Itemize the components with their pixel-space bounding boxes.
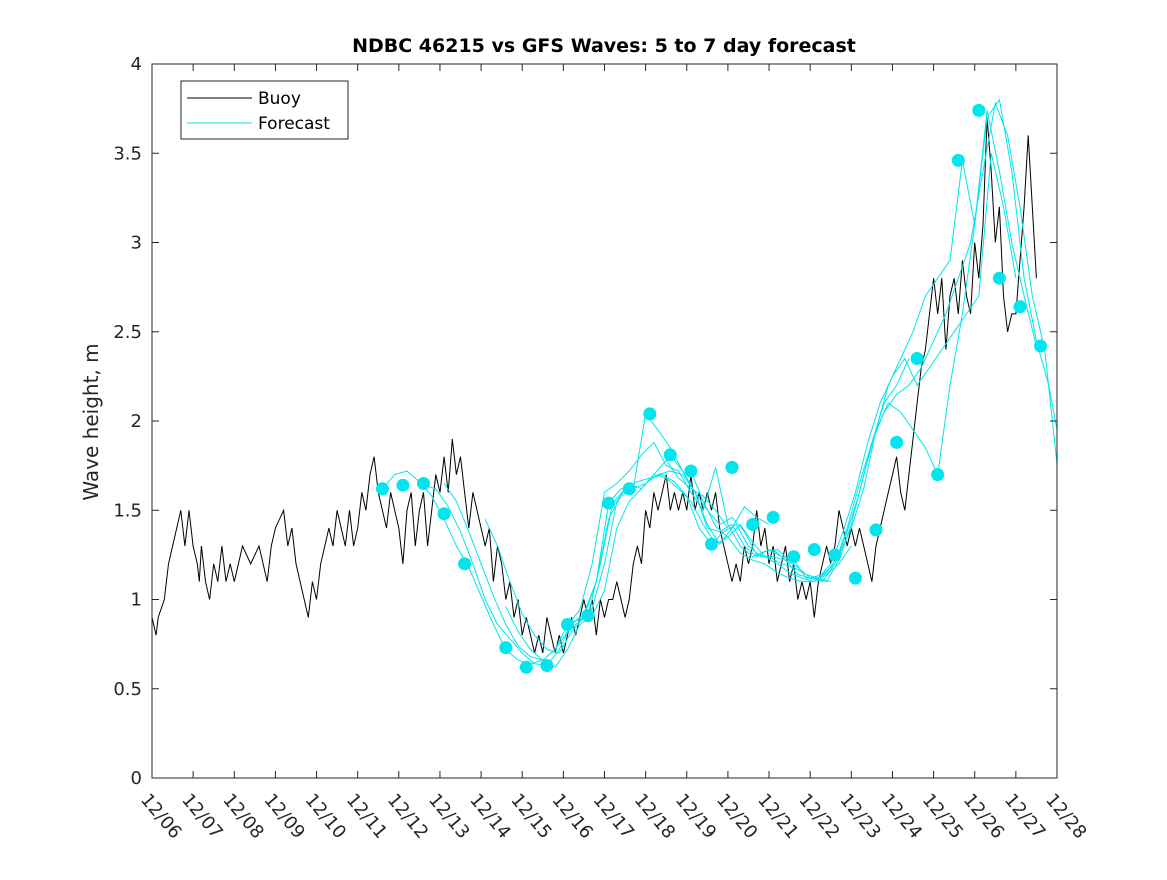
- buoy-series-line: [151, 117, 1037, 654]
- forecast-marker-27: [931, 468, 945, 482]
- forecast-marker-23: [848, 571, 862, 585]
- y-axis-label: Wave height, m: [79, 343, 103, 500]
- forecast-marker-20: [787, 550, 801, 564]
- forecast-marker-24: [869, 523, 883, 537]
- y-tick-label: 2.5: [113, 322, 142, 343]
- y-tick-label: 1: [131, 590, 142, 611]
- chart-title: NDBC 46215 vs GFS Waves: 5 to 7 day fore…: [352, 35, 856, 57]
- forecast-marker-22: [828, 548, 842, 562]
- forecast-marker-31: [1013, 300, 1027, 314]
- legend-box: [180, 80, 349, 140]
- forecast-marker-17: [725, 460, 739, 474]
- legend-buoy-label: Buoy: [258, 89, 301, 109]
- plot-area: [151, 98, 1058, 674]
- forecast-line-5: [505, 474, 852, 668]
- forecast-marker-9: [561, 618, 574, 631]
- forecast-marker-13: [643, 407, 657, 421]
- forecast-marker-3: [417, 477, 430, 490]
- forecast-marker-21: [807, 543, 821, 556]
- legend: Buoy Forecast: [180, 80, 349, 140]
- forecast-marker-8: [540, 659, 554, 672]
- forecast-marker-18: [746, 518, 760, 531]
- forecast-marker-30: [992, 271, 1006, 285]
- forecast-marker-5: [458, 557, 472, 571]
- forecast-line-6: [563, 358, 910, 625]
- forecast-line-9: [772, 101, 1058, 583]
- forecast-marker-26: [910, 352, 924, 365]
- y-tick-label: 3: [131, 233, 142, 254]
- forecast-marker-1: [375, 482, 389, 496]
- y-tick-label: 0.5: [113, 679, 142, 700]
- y-tick-label: 3.5: [113, 143, 142, 164]
- forecast-marker-6: [499, 641, 513, 655]
- legend-forecast-label: Forecast: [258, 114, 330, 134]
- forecast-marker-2: [396, 478, 410, 492]
- forecast-marker-32: [1034, 339, 1047, 353]
- forecast-marker-14: [663, 448, 677, 462]
- y-tick-label: 4: [131, 54, 142, 75]
- y-tick-label: 0: [131, 768, 142, 789]
- forecast-marker-11: [602, 496, 616, 510]
- forecast-marker-19: [766, 510, 780, 524]
- forecast-marker-28: [951, 153, 965, 167]
- forecast-line-7: [669, 153, 1017, 579]
- forecast-marker-4: [437, 507, 451, 521]
- forecast-line-3: [443, 441, 790, 661]
- y-tick-label: 1.5: [113, 500, 142, 521]
- forecast-marker-12: [622, 482, 636, 496]
- forecast-marker-29: [972, 103, 986, 117]
- forecast-marker-7: [519, 660, 533, 674]
- forecast-marker-16: [705, 537, 718, 551]
- forecast-marker-25: [890, 435, 904, 449]
- y-tick-label: 2: [131, 411, 142, 432]
- forecast-marker-10: [581, 609, 595, 623]
- forecast-line-4: [484, 470, 831, 654]
- forecast-marker-15: [684, 464, 698, 478]
